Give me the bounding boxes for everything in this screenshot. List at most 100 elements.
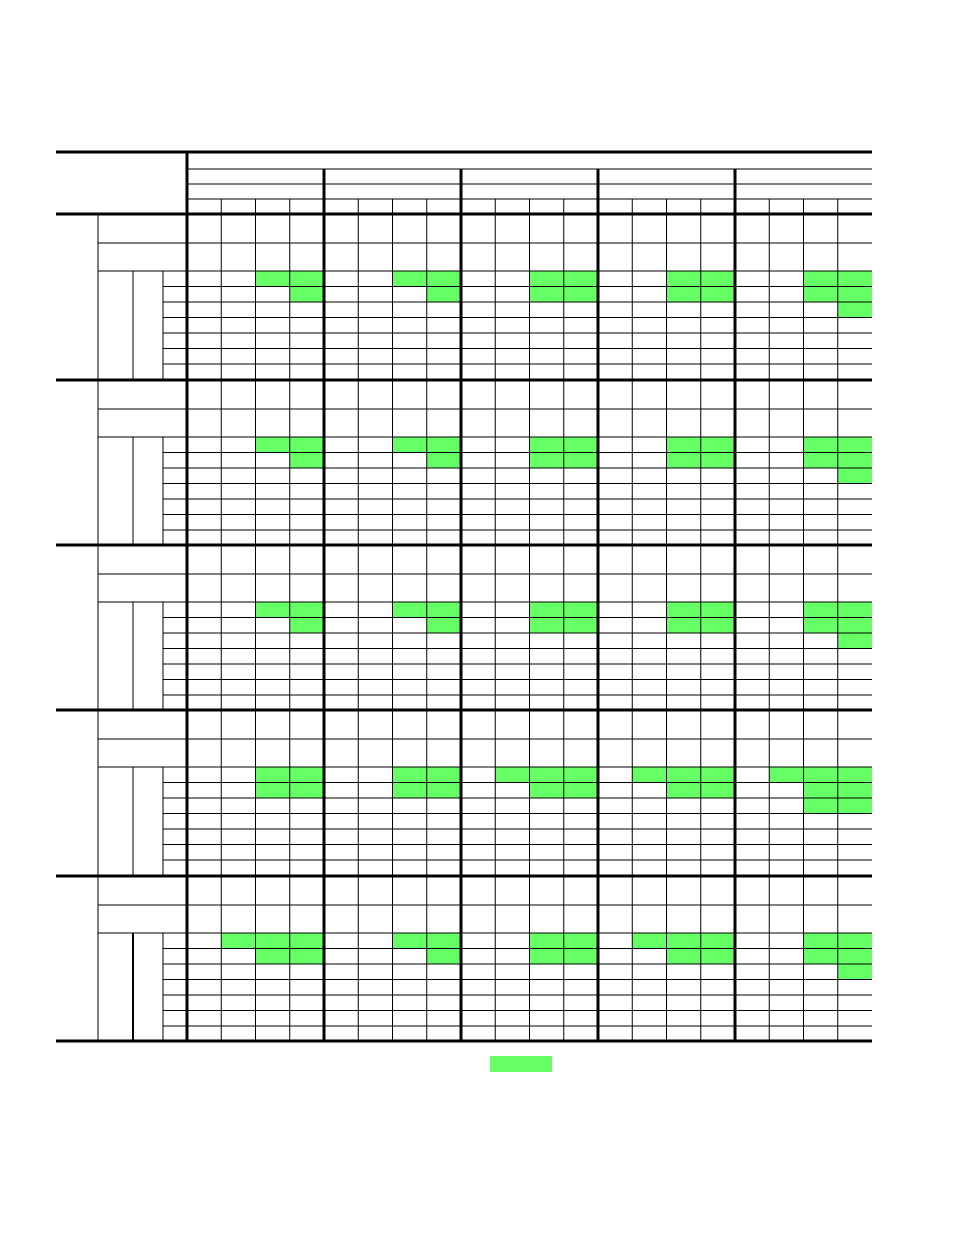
highlight-cell-b1-r1-g1-c4 xyxy=(289,271,324,287)
highlight-cell-b2-r2-g3-c3 xyxy=(529,452,564,468)
highlight-cell-b4-r1-g5-c2 xyxy=(769,767,804,783)
highlight-cell-b3-r1-g4-c3 xyxy=(666,602,701,618)
highlight-cell-b2-r3-g5-c4 xyxy=(837,468,872,484)
highlight-cell-b5-r2-g3-c3 xyxy=(529,948,564,964)
highlight-cell-b1-r2-g4-c3 xyxy=(666,286,701,302)
highlight-cell-b3-r2-g3-c4 xyxy=(563,617,598,633)
highlight-cell-b2-r2-g4-c4 xyxy=(700,452,735,468)
highlight-cell-b3-r1-g1-c4 xyxy=(289,602,324,618)
highlight-cell-b1-r1-g5-c4 xyxy=(837,271,872,287)
highlight-cell-b4-r2-g3-c3 xyxy=(529,782,564,798)
highlight-cell-b2-r2-g4-c3 xyxy=(666,452,701,468)
highlight-cell-b3-r3-g5-c4 xyxy=(837,633,872,649)
highlight-cell-b5-r1-g1-c4 xyxy=(289,933,324,949)
highlight-cell-b1-r2-g5-c4 xyxy=(837,286,872,302)
highlight-cell-b1-r2-g5-c3 xyxy=(803,286,838,302)
highlight-cell-b5-r1-g2-c4 xyxy=(426,933,461,949)
highlight-cell-b3-r1-g5-c4 xyxy=(837,602,872,618)
highlight-cell-b4-r3-g5-c3 xyxy=(803,798,838,814)
highlight-cell-b3-r2-g3-c3 xyxy=(529,617,564,633)
highlight-cell-b5-r1-g5-c4 xyxy=(837,933,872,949)
highlight-cell-b3-r1-g4-c4 xyxy=(700,602,735,618)
highlight-cell-b2-r1-g5-c4 xyxy=(837,437,872,453)
highlight-cell-b3-r1-g1-c3 xyxy=(255,602,290,618)
highlight-cell-b5-r2-g4-c3 xyxy=(666,948,701,964)
highlight-cell-b3-r1-g5-c3 xyxy=(803,602,838,618)
highlight-cell-b1-r2-g1-c4 xyxy=(289,286,324,302)
highlight-cell-b5-r2-g1-c4 xyxy=(289,948,324,964)
highlight-cell-b3-r2-g5-c4 xyxy=(837,617,872,633)
highlight-cell-b2-r1-g4-c4 xyxy=(700,437,735,453)
highlight-cell-b4-r1-g5-c3 xyxy=(803,767,838,783)
highlight-cell-b3-r2-g1-c4 xyxy=(289,617,324,633)
highlight-cell-b4-r1-g1-c4 xyxy=(289,767,324,783)
highlight-cell-b5-r2-g2-c4 xyxy=(426,948,461,964)
highlight-cell-b4-r1-g2-c4 xyxy=(426,767,461,783)
highlight-cell-b5-r1-g2-c3 xyxy=(392,933,427,949)
highlight-cell-b4-r2-g3-c4 xyxy=(563,782,598,798)
highlight-cell-b4-r2-g4-c3 xyxy=(666,782,701,798)
highlight-cell-b4-r2-g5-c3 xyxy=(803,782,838,798)
highlight-cell-b2-r2-g2-c4 xyxy=(426,452,461,468)
highlight-cell-b4-r1-g1-c3 xyxy=(255,767,290,783)
highlight-cell-b1-r1-g2-c4 xyxy=(426,271,461,287)
highlight-cell-b5-r1-g1-c3 xyxy=(255,933,290,949)
highlight-cell-b4-r1-g4-c3 xyxy=(666,767,701,783)
highlight-cell-b5-r1-g4-c2 xyxy=(632,933,667,949)
highlight-cell-b5-r1-g1-c2 xyxy=(221,933,256,949)
highlight-cell-b5-r1-g4-c4 xyxy=(700,933,735,949)
highlight-cell-b5-r2-g5-c3 xyxy=(803,948,838,964)
highlight-cell-b3-r1-g2-c4 xyxy=(426,602,461,618)
grid-lines xyxy=(56,150,872,1043)
highlight-cell-b2-r1-g1-c4 xyxy=(289,437,324,453)
highlight-cell-b2-r2-g1-c4 xyxy=(289,452,324,468)
highlight-cell-b1-r1-g3-c3 xyxy=(529,271,564,287)
highlight-cell-b4-r2-g4-c4 xyxy=(700,782,735,798)
highlight-cell-b3-r2-g2-c4 xyxy=(426,617,461,633)
highlight-cell-b5-r2-g3-c4 xyxy=(563,948,598,964)
legend-swatch xyxy=(490,1056,552,1072)
highlight-cell-b4-r2-g2-c4 xyxy=(426,782,461,798)
highlight-cell-b3-r1-g2-c3 xyxy=(392,602,427,618)
highlight-cell-b4-r1-g2-c3 xyxy=(392,767,427,783)
highlight-cell-b1-r1-g4-c3 xyxy=(666,271,701,287)
highlight-cell-b2-r1-g4-c3 xyxy=(666,437,701,453)
highlight-fills xyxy=(221,271,872,980)
highlight-cell-b4-r2-g5-c4 xyxy=(837,782,872,798)
highlight-cell-b3-r2-g4-c4 xyxy=(700,617,735,633)
highlight-cell-b3-r1-g3-c3 xyxy=(529,602,564,618)
highlight-cell-b4-r1-g3-c4 xyxy=(563,767,598,783)
highlight-cell-b2-r1-g3-c4 xyxy=(563,437,598,453)
highlight-cell-b4-r1-g4-c2 xyxy=(632,767,667,783)
highlight-cell-b5-r1-g5-c3 xyxy=(803,933,838,949)
highlight-cell-b4-r2-g1-c4 xyxy=(289,782,324,798)
highlight-cell-b1-r1-g4-c4 xyxy=(700,271,735,287)
highlight-cell-b1-r3-g5-c4 xyxy=(837,302,872,318)
highlight-cell-b1-r2-g4-c4 xyxy=(700,286,735,302)
highlight-cell-b1-r1-g2-c3 xyxy=(392,271,427,287)
highlight-cell-b4-r3-g5-c4 xyxy=(837,798,872,814)
highlight-cell-b2-r1-g5-c3 xyxy=(803,437,838,453)
highlight-cell-b3-r2-g5-c3 xyxy=(803,617,838,633)
highlight-cell-b5-r2-g1-c3 xyxy=(255,948,290,964)
highlight-cell-b1-r2-g2-c4 xyxy=(426,286,461,302)
highlight-cell-b4-r1-g3-c3 xyxy=(529,767,564,783)
highlight-cell-b4-r1-g5-c4 xyxy=(837,767,872,783)
highlight-cell-b5-r1-g3-c4 xyxy=(563,933,598,949)
highlight-cell-b1-r1-g3-c4 xyxy=(563,271,598,287)
highlight-cell-b4-r2-g1-c3 xyxy=(255,782,290,798)
highlight-cell-b1-r2-g3-c4 xyxy=(563,286,598,302)
highlight-cell-b5-r1-g3-c3 xyxy=(529,933,564,949)
highlight-cell-b2-r2-g5-c3 xyxy=(803,452,838,468)
highlight-cell-b5-r2-g4-c4 xyxy=(700,948,735,964)
highlight-cell-b4-r1-g4-c4 xyxy=(700,767,735,783)
highlight-cell-b5-r2-g5-c4 xyxy=(837,948,872,964)
highlight-cell-b3-r2-g4-c3 xyxy=(666,617,701,633)
highlight-cell-b1-r1-g5-c3 xyxy=(803,271,838,287)
highlight-cell-b5-r3-g5-c4 xyxy=(837,964,872,980)
highlight-cell-b1-r2-g3-c3 xyxy=(529,286,564,302)
highlight-cell-b2-r1-g2-c4 xyxy=(426,437,461,453)
highlight-cell-b2-r2-g3-c4 xyxy=(563,452,598,468)
highlight-cell-b2-r1-g3-c3 xyxy=(529,437,564,453)
